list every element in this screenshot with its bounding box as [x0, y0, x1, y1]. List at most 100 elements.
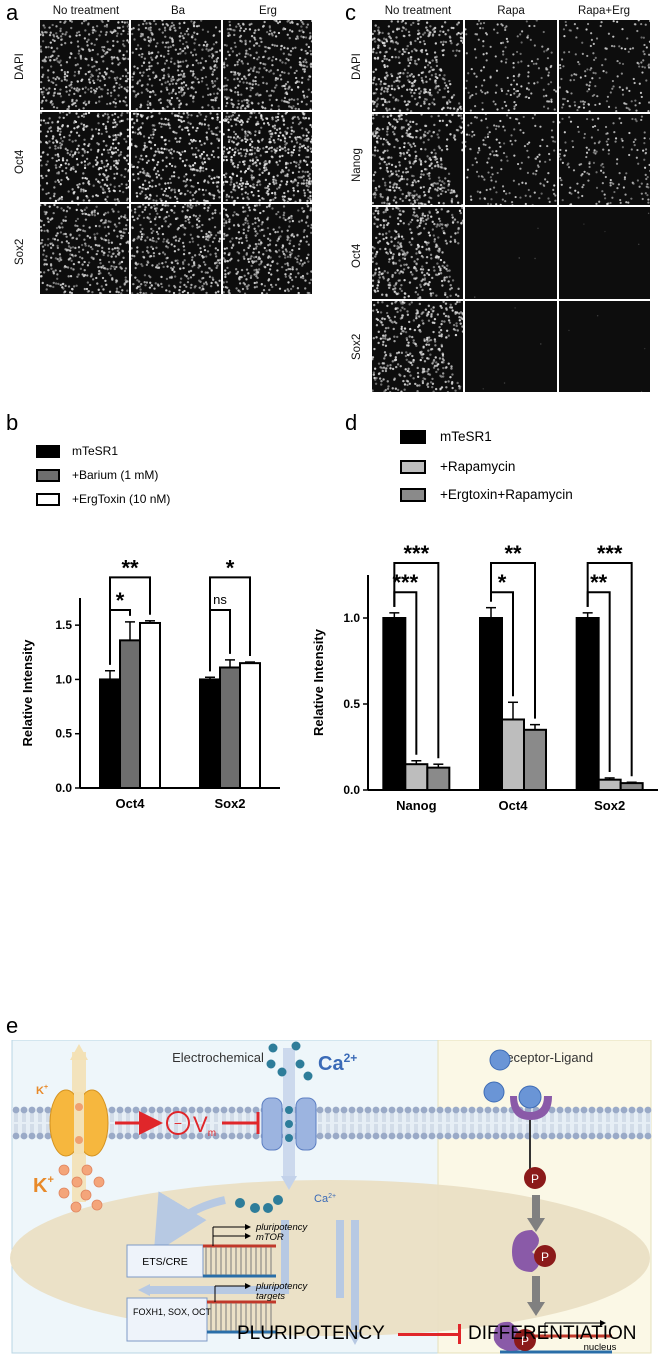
panel-a-col-label: Ba	[170, 5, 186, 17]
error-bar	[389, 612, 400, 618]
phospho-label: P	[531, 1172, 539, 1186]
significance-label: **	[121, 555, 139, 580]
significance-label: ***	[597, 541, 623, 566]
legend-label: +ErgToxin (10 nM)	[72, 492, 171, 506]
panel-letter-e: e	[6, 1013, 19, 1038]
error-bar	[145, 620, 155, 623]
micrograph-tile	[372, 113, 464, 205]
ets-cre-box	[126, 1244, 204, 1278]
panel-a-image-grid	[40, 20, 312, 294]
panel-a-col-label: Erg	[259, 5, 277, 17]
micrograph-tile	[465, 113, 557, 205]
x-tick-label: Sox2	[214, 796, 245, 811]
bar	[404, 763, 429, 791]
dna-strand	[203, 1224, 276, 1278]
y-tick-label: 0.0	[55, 781, 72, 795]
differentiation-label: DIFFERENTIATION	[468, 1323, 637, 1344]
significance-bracket	[490, 561, 536, 719]
legend-item: +ErgToxin (10 nM)	[36, 492, 170, 506]
receptor-ligand-title: Receptor-Ligand	[497, 1050, 593, 1065]
panel-letter-b: b	[6, 410, 19, 435]
vm-label: Vm	[193, 1112, 216, 1139]
micrograph-tile	[222, 112, 312, 202]
micrograph-tile	[40, 112, 130, 202]
y-axis-label: Relative Intensity	[20, 639, 35, 747]
micrograph-tile	[558, 20, 650, 112]
micrograph-tile	[131, 112, 221, 202]
significance-label: **	[590, 570, 608, 595]
micrograph-tile	[131, 20, 221, 110]
legend-label: +Rapamycin	[440, 459, 516, 474]
legend-item: +Rapamycin	[400, 459, 515, 474]
x-tick-label: Sox2	[594, 798, 625, 813]
y-tick-label: 0.0	[343, 783, 360, 797]
micrograph-tile	[465, 20, 557, 112]
ca-ion-label-bottom: Ca2+	[314, 1193, 336, 1205]
significance-bracket	[109, 576, 151, 665]
micrograph-tile	[222, 204, 312, 294]
panel-a-col-label: No treatment	[52, 5, 120, 17]
legend-swatch	[36, 492, 60, 506]
error-bar	[433, 763, 444, 768]
legend-swatch	[400, 487, 426, 502]
phospho-label: P	[541, 1250, 549, 1264]
significance-bracket	[209, 608, 231, 672]
bar	[139, 621, 161, 789]
error-bar	[125, 621, 135, 641]
panel-letter-d: d	[345, 410, 358, 435]
error-bar	[626, 781, 637, 784]
panel-a-row-label: DAPI	[14, 53, 26, 80]
bar	[219, 666, 241, 789]
y-axis-label: Relative Intensity	[311, 628, 326, 736]
panel-a-row-label: Oct4	[14, 149, 26, 174]
error-bar	[245, 661, 255, 664]
panel-e-schematic: Electrochemical Receptor-Ligand K+ K+ − …	[10, 1040, 652, 1354]
y-tick-label: 0.5	[343, 697, 360, 711]
micrograph-tile	[372, 20, 464, 112]
bar	[501, 718, 525, 791]
tf-dna-complex: P	[493, 1320, 612, 1354]
legend-swatch	[36, 444, 60, 458]
bar	[119, 639, 141, 790]
micrograph-tile	[558, 207, 650, 299]
micrograph-tile	[465, 300, 557, 392]
panel-c-row-label: Oct4	[351, 243, 363, 268]
panel-c-row-label: Sox2	[351, 333, 363, 360]
x-tick-label: Nanog	[396, 798, 437, 813]
panel-c-col-label: Rapa+Erg	[577, 5, 631, 17]
nucleus-label: nucleus	[584, 1342, 617, 1353]
micrograph-tile	[131, 204, 221, 294]
error-bar	[225, 659, 235, 668]
pluripotency-label: PLURIPOTENCY	[237, 1323, 385, 1344]
error-bar	[582, 612, 593, 618]
legend-swatch	[400, 429, 426, 444]
legend-label: +Barium (1 mM)	[72, 468, 159, 482]
receptor	[510, 1096, 552, 1120]
error-bar	[508, 701, 518, 720]
significance-bracket	[586, 561, 633, 777]
panel-c-image-grid	[372, 20, 650, 392]
y-tick-label: 0.5	[55, 727, 72, 741]
bar	[619, 782, 644, 791]
error-bar	[205, 676, 215, 680]
x-tick-label: Oct4	[116, 796, 146, 811]
k-ion-label-bottom: K+	[33, 1174, 54, 1197]
inhibition-bar	[458, 1324, 461, 1344]
potassium-channel	[49, 1044, 109, 1202]
gene-label: pluripotency	[255, 1281, 308, 1292]
legend-label: mTeSR1	[440, 429, 492, 444]
y-tick-label: 1.0	[55, 672, 72, 686]
gene-label: pluripotency	[255, 1222, 308, 1233]
calcium-channel	[261, 1097, 317, 1151]
legend-item: mTeSR1	[36, 444, 118, 458]
error-bar	[486, 606, 496, 618]
bar	[479, 617, 503, 791]
legend-item: +Ergtoxin+Rapamycin	[400, 487, 573, 502]
gene-label: mTOR	[256, 1232, 284, 1243]
inhibition-line	[398, 1333, 460, 1336]
legend-label: mTeSR1	[72, 444, 119, 458]
k-ion-label-top: K+	[36, 1084, 48, 1097]
micrograph-tile	[372, 300, 464, 392]
bar	[575, 617, 600, 791]
bar	[426, 766, 451, 791]
